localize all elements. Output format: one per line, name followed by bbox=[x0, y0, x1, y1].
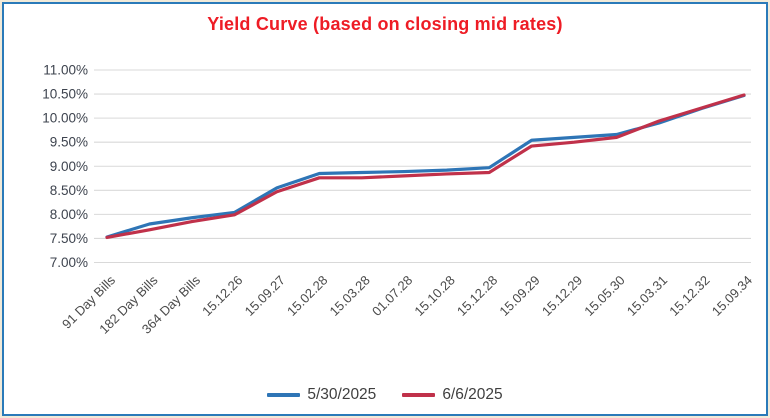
y-tick-label: 7.50% bbox=[50, 231, 88, 246]
x-category-label: 15.05.30 bbox=[581, 273, 627, 319]
x-category-label: 15.12.28 bbox=[454, 273, 500, 319]
chart-legend: 5/30/2025 6/6/2025 bbox=[4, 386, 766, 404]
y-tick-label: 9.00% bbox=[50, 159, 88, 174]
x-category-label: 15.09.27 bbox=[242, 273, 288, 319]
x-category-label: 15.12.32 bbox=[666, 273, 712, 319]
x-category-label: 15.09.34 bbox=[709, 273, 755, 319]
legend-line-swatch-blue bbox=[267, 393, 301, 397]
y-tick-label: 7.00% bbox=[50, 255, 88, 270]
legend-line-swatch-red bbox=[402, 393, 436, 397]
y-tick-label: 8.50% bbox=[50, 183, 88, 198]
series-line-1 bbox=[105, 93, 746, 240]
y-tick-label: 11.00% bbox=[43, 63, 88, 78]
x-category-label: 15.02.28 bbox=[284, 273, 330, 319]
x-category-label: 15.03.31 bbox=[624, 273, 670, 319]
x-category-label: 01.07.28 bbox=[369, 273, 415, 319]
x-category-label: 15.12.29 bbox=[539, 273, 585, 319]
x-category-label: 15.10.28 bbox=[411, 273, 457, 319]
legend-label-series-0: 5/30/2025 bbox=[307, 386, 377, 403]
x-category-label: 15.03.28 bbox=[327, 273, 373, 319]
legend-label-series-1: 6/6/2025 bbox=[442, 386, 503, 403]
chart-title: Yield Curve (based on closing mid rates) bbox=[207, 14, 563, 34]
legend-item-series-1: 6/6/2025 bbox=[402, 386, 503, 404]
x-category-label: 15.09.29 bbox=[496, 273, 542, 319]
y-tick-label: 9.50% bbox=[50, 135, 88, 150]
y-tick-label: 8.00% bbox=[50, 207, 88, 222]
x-category-label: 15.12.26 bbox=[199, 273, 245, 319]
yield-curve-plot: 11.00% 10.50% 10.00% 9.50% 9.00% 8.50% 8.00% 7.… bbox=[42, 63, 755, 337]
legend-item-series-0: 5/30/2025 bbox=[267, 386, 376, 404]
y-tick-label: 10.50% bbox=[42, 87, 88, 102]
y-tick-label: 10.00% bbox=[42, 111, 88, 126]
